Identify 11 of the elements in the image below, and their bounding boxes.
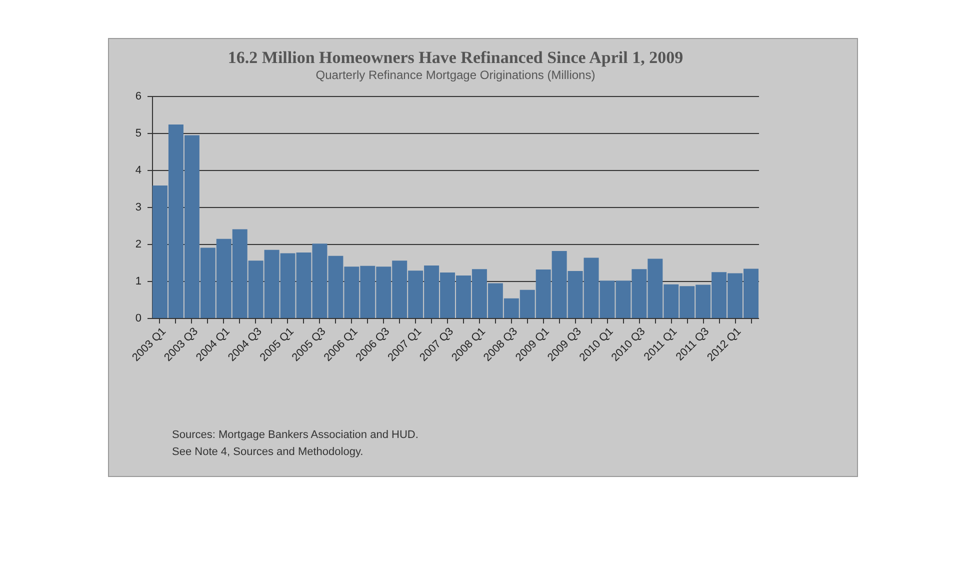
y-tick-label: 1: [135, 276, 142, 288]
chart-subtitle: Quarterly Refinance Mortgage Originations (Millions): [316, 68, 596, 82]
y-tick-label: 5: [135, 128, 142, 140]
y-tick-label: 3: [135, 202, 142, 214]
y-tick-label: 0: [135, 312, 142, 324]
source-note: Sources: Mortgage Bankers Association and HUD.: [172, 428, 418, 443]
text: See Note 4, Sources and Methodology.: [172, 445, 364, 460]
y-tick-label: 4: [135, 164, 142, 176]
chart-title: 16.2 Million Homeowners Have Refinanced Since April 1, 2009: [228, 48, 684, 67]
y-tick-label: 6: [135, 90, 142, 102]
y-tick-label: 2: [135, 238, 142, 250]
